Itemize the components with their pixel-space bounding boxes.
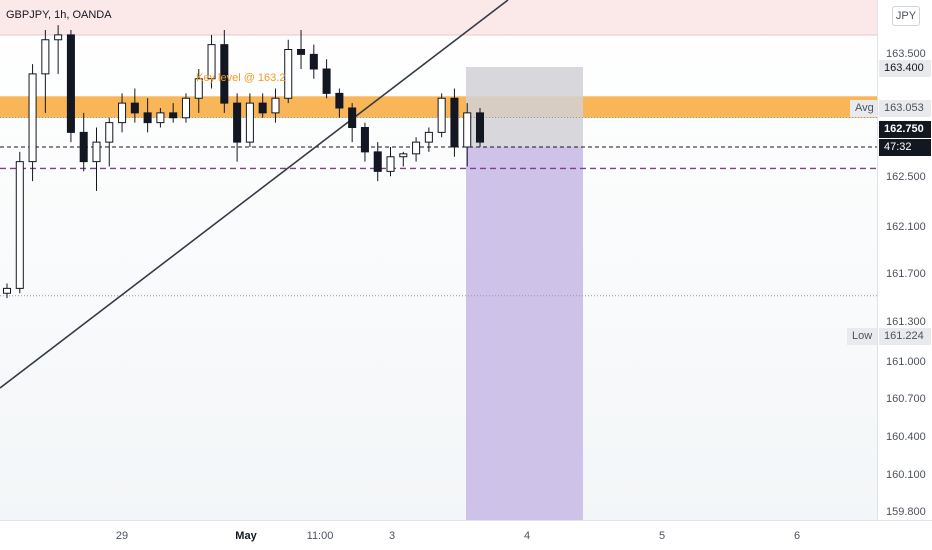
chart-area[interactable]: GBPJPY, 1h, OANDA Key level @ 163.2 Avg … (0, 0, 877, 520)
candle-body (245, 102, 254, 143)
candle-body (399, 153, 408, 158)
price-tick-label: 160.400 (886, 431, 926, 443)
candle-body (92, 141, 101, 163)
trend-line (0, 0, 509, 389)
candle-body (156, 112, 165, 124)
price-tick-label: 159.800 (886, 506, 926, 518)
candle-body (130, 102, 139, 114)
candle-body (181, 97, 190, 119)
current-price-tag: 162.750 (879, 121, 931, 138)
time-tick-label: 5 (658, 530, 666, 542)
candle-body (258, 102, 267, 114)
chart-canvas[interactable] (0, 0, 877, 520)
avg-label: Avg (850, 100, 877, 117)
time-tick-label: 3 (388, 530, 396, 542)
candle-body (475, 112, 485, 143)
candle-body (233, 102, 242, 143)
time-tick-label: 11:00 (306, 530, 334, 542)
candle-body (271, 97, 280, 114)
candle-body (66, 34, 75, 133)
candle-body (79, 131, 88, 163)
price-scale[interactable]: 163.500 163.053 162.500 162.100 161.700 161.3… (877, 0, 932, 520)
currency-button[interactable]: JPY (892, 6, 920, 26)
candle-body (2, 287, 12, 294)
candle-body (412, 141, 421, 155)
candle-body (41, 39, 50, 75)
candle-body (348, 107, 357, 128)
candle-body (207, 44, 216, 80)
candle-body (54, 34, 63, 41)
time-tick-label: 4 (523, 530, 531, 542)
candle-body (463, 112, 472, 148)
candle-body (297, 49, 306, 55)
time-tick-label: 6 (793, 530, 801, 542)
candle-body (360, 127, 369, 153)
candle-body (194, 78, 203, 99)
candle-body (118, 102, 127, 124)
low-price-tag: 161.224 (879, 328, 931, 345)
price-tick-label: 161.000 (886, 356, 926, 368)
candle-body (424, 131, 433, 143)
candle-body (437, 97, 446, 133)
symbol-title[interactable]: GBPJPY, 1h, OANDA (6, 9, 112, 21)
candle-body (15, 161, 24, 289)
candle-body (169, 112, 178, 119)
price-tick-label: 163.500 (886, 48, 926, 60)
candle-body (335, 92, 344, 109)
candle-body (450, 97, 459, 148)
candle-body (309, 53, 318, 70)
price-tick-label: 160.100 (886, 469, 926, 481)
low-label: Low (847, 328, 877, 345)
bar-countdown-tag: 47:32 (879, 139, 931, 156)
candle-body (28, 73, 37, 163)
time-tick-label: 29 (115, 530, 129, 542)
candle-body (143, 112, 152, 124)
candle-body (220, 44, 229, 104)
time-tick-label: May (235, 530, 257, 542)
upper-zone (0, 0, 877, 35)
price-tick-label: 160.700 (886, 393, 926, 405)
key-level-label: Key level @ 163.2 (196, 72, 286, 84)
candle-body (386, 156, 395, 172)
candle-body (373, 151, 382, 172)
price-tick-label: 161.700 (886, 268, 926, 280)
candle-body (105, 122, 114, 143)
resistance-price-tag: 163.400 (879, 60, 931, 77)
price-tick-label: 162.100 (886, 221, 926, 233)
price-tick-label: 161.300 (886, 316, 926, 328)
time-axis[interactable]: 29 May 11:00 3 4 5 6 (0, 520, 932, 550)
take-profit-box (466, 147, 583, 520)
candle-body (284, 49, 293, 99)
stop-loss-box (466, 67, 583, 147)
avg-price-tag: 163.053 (879, 100, 931, 117)
price-tick-label: 162.500 (886, 171, 926, 183)
candle-body (322, 68, 331, 94)
